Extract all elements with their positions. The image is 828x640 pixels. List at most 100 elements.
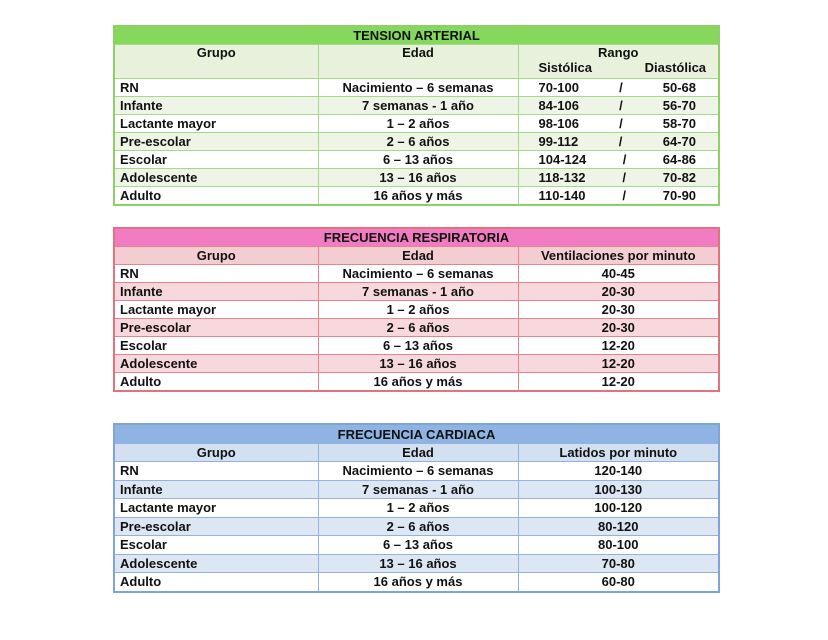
diastolica-value: 70-82: [662, 170, 697, 185]
edad-cell: Nacimiento – 6 semanas: [317, 264, 519, 283]
edad-cell: 2 – 6 años: [317, 132, 519, 151]
table-row: Adolescente 13 – 16 años 70-80: [113, 553, 720, 573]
grupo-cell: Infante: [113, 96, 319, 115]
table-row: Lactante mayor 1 – 2 años 100-120: [113, 498, 720, 518]
header-rango: Rango Sistólica Diastólica: [517, 44, 720, 79]
frecuencia-cardiaca-table: FRECUENCIA CARDIACA Grupo Edad Latidos p…: [113, 423, 720, 593]
valor-cell: 20-30: [517, 318, 720, 337]
table-row: Adulto 16 años y más 12-20: [113, 372, 720, 392]
valor-cell: 20-30: [517, 300, 720, 319]
grupo-cell: Adulto: [113, 372, 319, 392]
table-row: Lactante mayor 1 – 2 años 98-106 / 58-70: [113, 114, 720, 133]
rango-cell: 110-140 / 70-90: [517, 186, 720, 206]
edad-cell: 13 – 16 años: [317, 354, 519, 373]
valor-cell: 40-45: [517, 264, 720, 283]
sep-value: /: [619, 116, 623, 131]
table-row: Infante 7 semanas - 1 año 20-30: [113, 282, 720, 301]
valor-cell: 12-20: [517, 372, 720, 392]
table-row: Adolescente 13 – 16 años 12-20: [113, 354, 720, 373]
table-row: Pre-escolar 2 – 6 años 80-120: [113, 516, 720, 536]
grupo-cell: Lactante mayor: [113, 498, 319, 518]
valor-cell: 12-20: [517, 336, 720, 355]
edad-cell: 16 años y más: [317, 372, 519, 392]
edad-cell: 1 – 2 años: [317, 114, 519, 133]
grupo-cell: RN: [113, 78, 319, 97]
valor-cell: 12-20: [517, 354, 720, 373]
grupo-cell: Escolar: [113, 150, 319, 169]
grupo-cell: Lactante mayor: [113, 300, 319, 319]
grupo-cell: Pre-escolar: [113, 516, 319, 536]
frecuencia-respiratoria-table: FRECUENCIA RESPIRATORIA Grupo Edad Venti…: [113, 227, 720, 392]
table-row: Escolar 6 – 13 años 80-100: [113, 535, 720, 555]
table-row: Escolar 6 – 13 años 12-20: [113, 336, 720, 355]
tension-arterial-table: TENSION ARTERIAL Grupo Edad Rango Sistól…: [113, 25, 721, 206]
grupo-cell: Adolescente: [113, 553, 319, 573]
sep-value: /: [622, 188, 626, 203]
diastolica-value: 50-68: [662, 80, 697, 95]
header-sistolica: Sistólica: [538, 60, 592, 75]
diastolica-value: 64-86: [662, 152, 697, 167]
header-rango-label: Rango: [598, 45, 639, 61]
grupo-cell: Pre-escolar: [113, 318, 319, 337]
edad-cell: 7 semanas - 1 año: [317, 479, 519, 499]
grupo-cell: RN: [113, 264, 319, 283]
grupo-cell: Adolescente: [113, 354, 319, 373]
table-row: Infante 7 semanas - 1 año 100-130: [113, 479, 720, 499]
grupo-cell: Infante: [113, 282, 319, 301]
sistolica-value: 84-106: [538, 98, 579, 113]
header-edad: Edad: [317, 44, 519, 79]
table-row: Pre-escolar 2 – 6 años 20-30: [113, 318, 720, 337]
diastolica-value: 58-70: [662, 116, 697, 131]
rango-cell: 118-132 / 70-82: [517, 168, 720, 187]
header-grupo: Grupo: [113, 246, 319, 265]
sep-value: /: [619, 80, 623, 95]
valor-cell: 100-130: [517, 479, 720, 499]
header-ventilaciones: Ventilaciones por minuto: [517, 246, 720, 265]
edad-cell: 6 – 13 años: [317, 535, 519, 555]
sep-value: /: [622, 170, 626, 185]
valor-cell: 120-140: [517, 461, 720, 481]
table-row: Escolar 6 – 13 años 104-124 / 64-86: [113, 150, 720, 169]
table-row: Infante 7 semanas - 1 año 84-106 / 56-70: [113, 96, 720, 115]
header-diastolica: Diastólica: [644, 60, 707, 75]
edad-cell: 16 años y más: [317, 186, 519, 206]
table-row: RN Nacimiento – 6 semanas 120-140: [113, 461, 720, 481]
edad-cell: 16 años y más: [317, 572, 519, 592]
valor-cell: 80-120: [517, 516, 720, 536]
rango-cell: 84-106 / 56-70: [517, 96, 720, 115]
valor-cell: 100-120: [517, 498, 720, 518]
rango-cell: 104-124 / 64-86: [517, 150, 720, 169]
grupo-cell: Adolescente: [113, 168, 319, 187]
sistolica-value: 118-132: [538, 170, 586, 185]
diastolica-value: 64-70: [662, 134, 697, 149]
sep-value: /: [618, 134, 623, 149]
rango-cell: 70-100 / 50-68: [517, 78, 720, 97]
valor-cell: 60-80: [517, 572, 720, 592]
table-row: Lactante mayor 1 – 2 años 20-30: [113, 300, 720, 319]
table-title: FRECUENCIA RESPIRATORIA: [113, 227, 720, 247]
header-grupo: Grupo: [113, 44, 319, 79]
edad-cell: 7 semanas - 1 año: [317, 282, 519, 301]
header-edad: Edad: [317, 246, 519, 265]
table-title: TENSION ARTERIAL: [113, 25, 720, 45]
sistolica-value: 99-112: [538, 134, 579, 149]
table-row: Pre-escolar 2 – 6 años 99-112 / 64-70: [113, 132, 720, 151]
edad-cell: 1 – 2 años: [317, 300, 519, 319]
edad-cell: 13 – 16 años: [317, 553, 519, 573]
grupo-cell: Pre-escolar: [113, 132, 319, 151]
edad-cell: 1 – 2 años: [317, 498, 519, 518]
table-row: Adolescente 13 – 16 años 118-132 / 70-82: [113, 168, 720, 187]
rango-cell: 98-106 / 58-70: [517, 114, 720, 133]
edad-cell: 6 – 13 años: [317, 336, 519, 355]
table-title: FRECUENCIA CARDIACA: [113, 423, 720, 444]
header-grupo: Grupo: [113, 443, 319, 462]
table-row: RN Nacimiento – 6 semanas 70-100 / 50-68: [113, 78, 720, 97]
sistolica-value: 98-106: [538, 116, 579, 131]
sistolica-value: 104-124: [538, 152, 587, 167]
sistolica-value: 70-100: [538, 80, 579, 95]
edad-cell: 13 – 16 años: [317, 168, 519, 187]
valor-cell: 80-100: [517, 535, 720, 555]
header-edad: Edad: [317, 443, 519, 462]
edad-cell: 2 – 6 años: [317, 516, 519, 536]
rango-cell: 99-112 / 64-70: [517, 132, 720, 151]
